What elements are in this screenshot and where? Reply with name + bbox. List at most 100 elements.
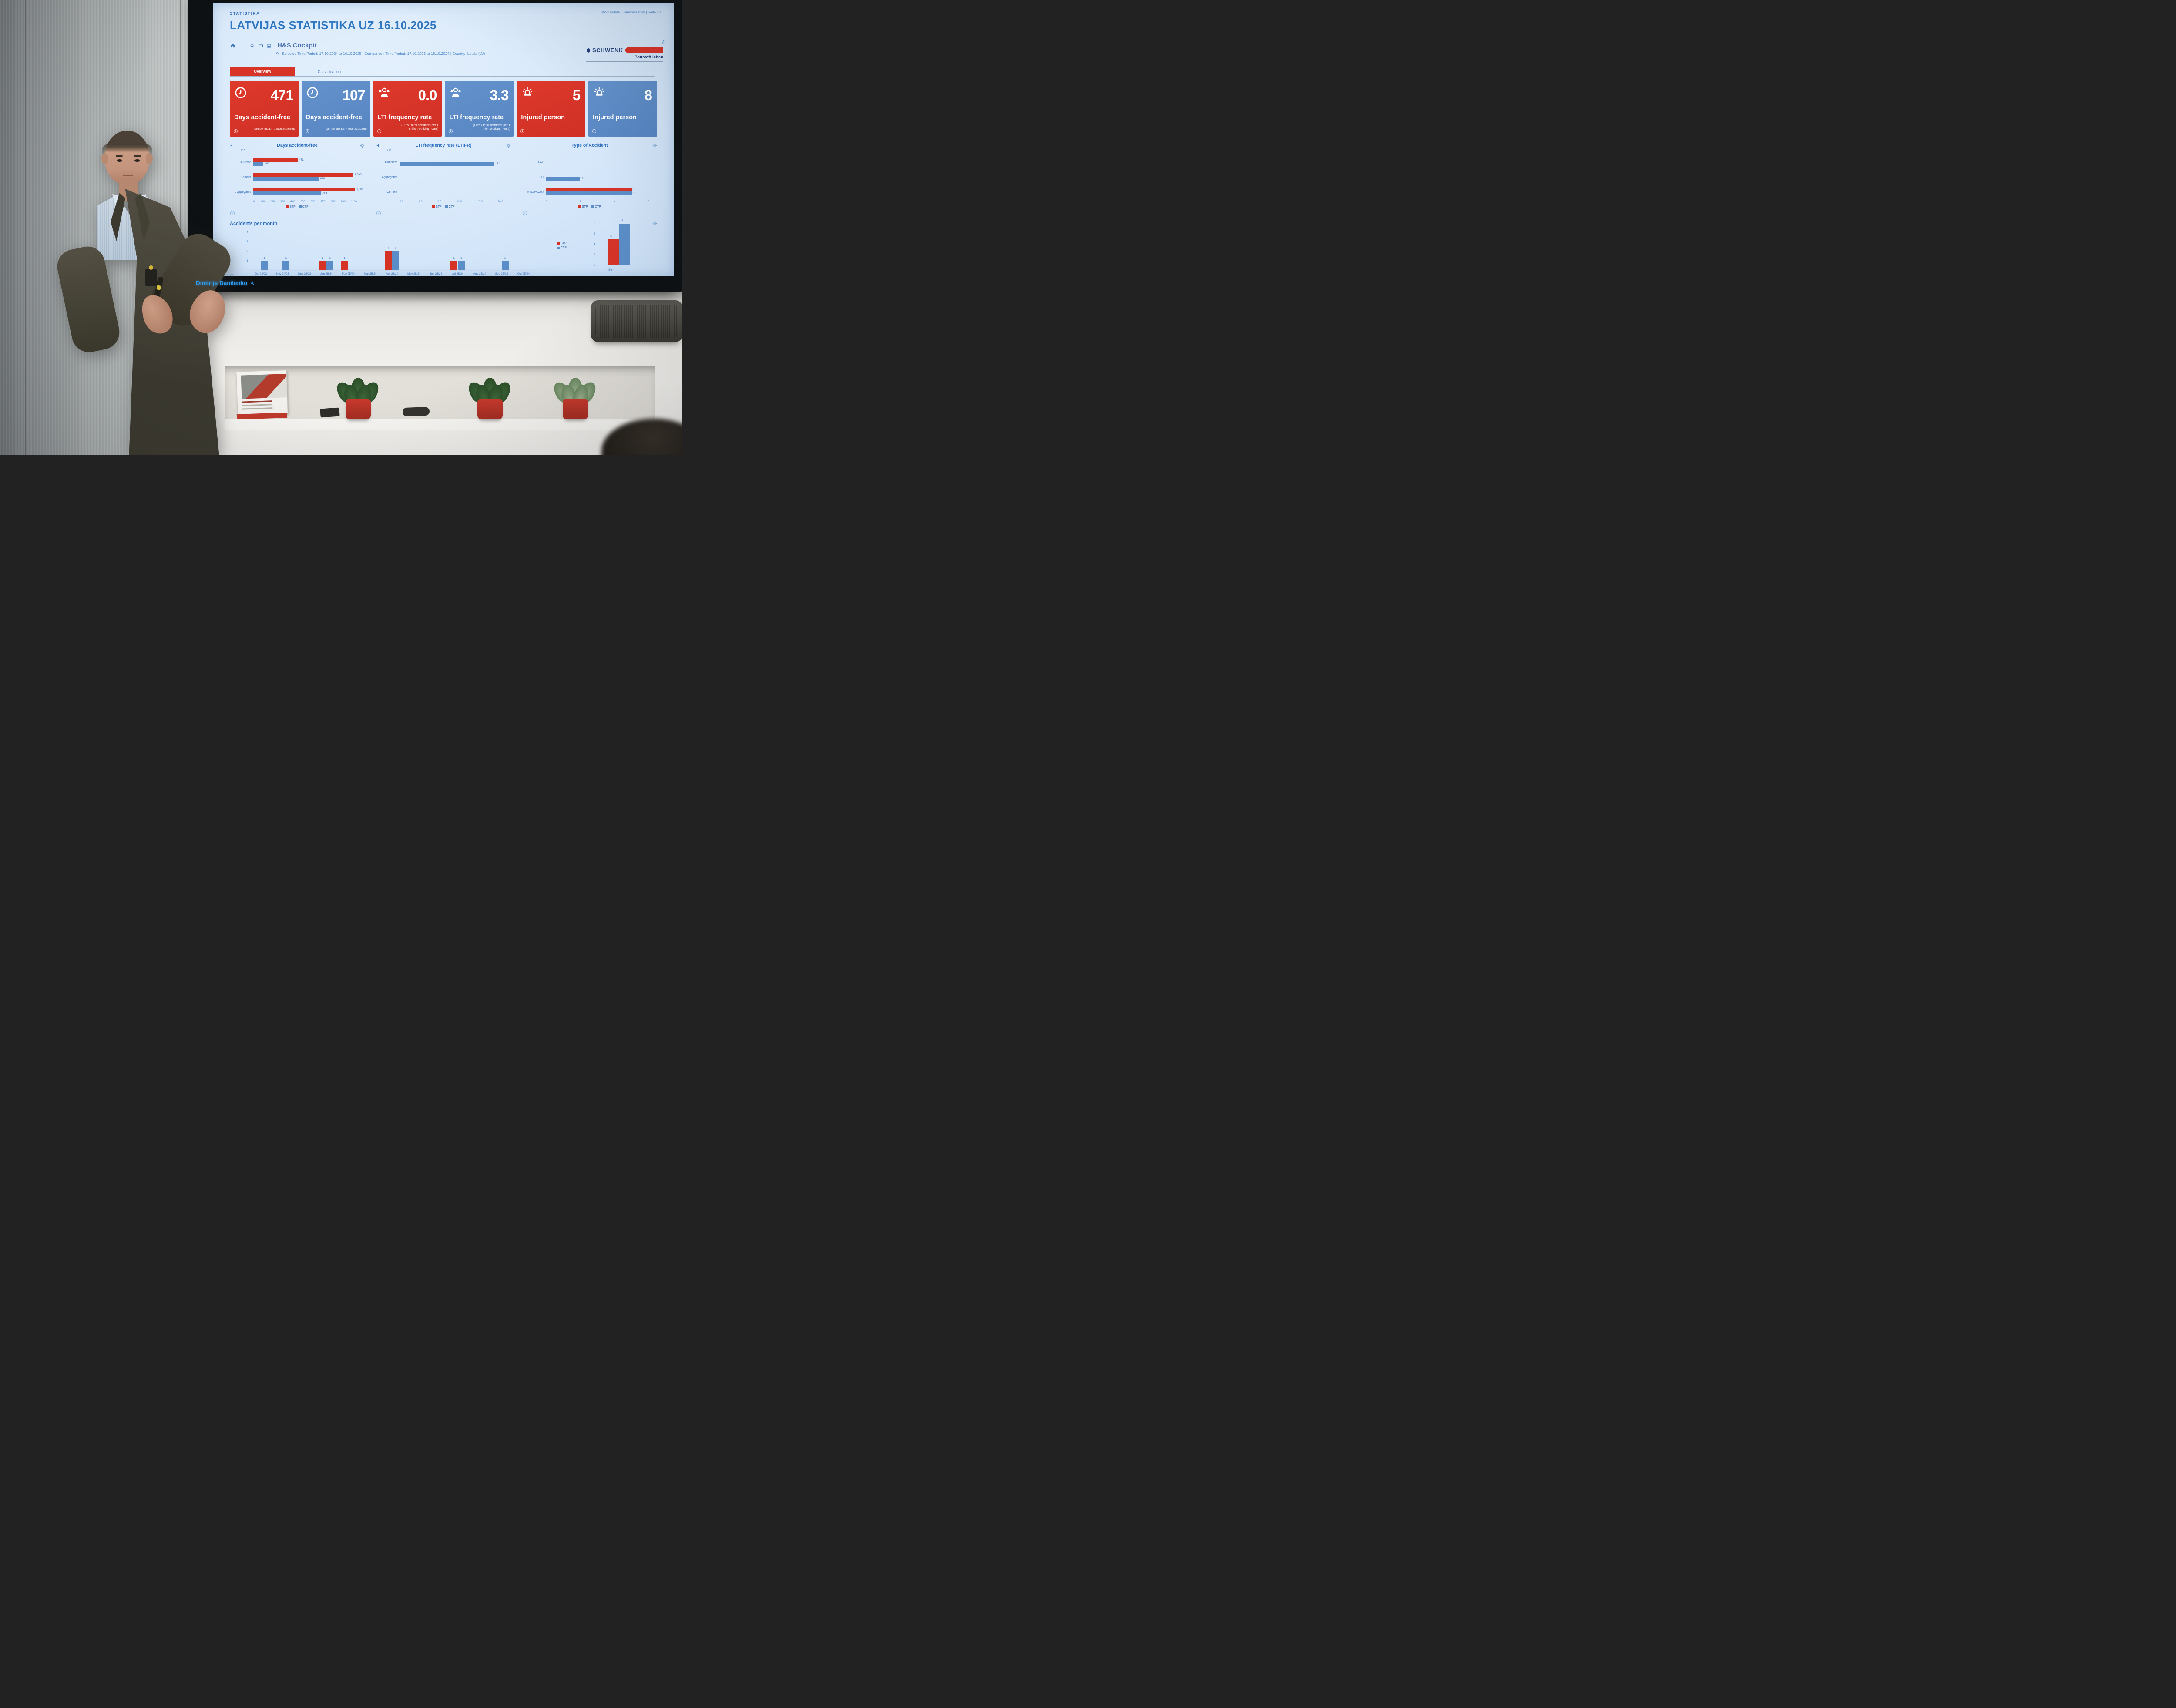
info-icon[interactable] — [520, 129, 525, 134]
bar-ctp[interactable]: 107 — [253, 162, 269, 166]
gear-icon[interactable] — [652, 221, 657, 226]
bar-stp[interactable] — [450, 261, 457, 270]
bar-ctp[interactable] — [619, 224, 630, 265]
chart-panel-ltifr: LTI frequency rate (LTIFR) LV Concrete 18.2… — [376, 143, 511, 216]
save-icon[interactable] — [266, 43, 272, 48]
value-label: 1 — [329, 257, 331, 260]
month-label: Oct 24/23 — [255, 272, 267, 275]
kpi-card-injured-person[interactable]: 8 Injured person — [588, 81, 657, 137]
speaker-icon[interactable] — [376, 143, 381, 148]
axis-tick: 6 — [594, 232, 595, 235]
info-icon[interactable] — [305, 129, 310, 134]
axis-tick: 0.0 — [400, 200, 403, 203]
potted-plant — [333, 371, 383, 419]
bar-stp[interactable]: 5 — [546, 188, 635, 191]
bar-group — [400, 170, 511, 185]
clock-icon — [306, 86, 319, 99]
bar-ctp[interactable]: 2 — [546, 177, 583, 181]
bar-fill — [546, 177, 581, 181]
month-group — [294, 229, 316, 270]
month-group — [425, 229, 447, 270]
bar-group: 18.2 — [400, 155, 511, 170]
bar-fill — [253, 177, 319, 181]
value-label: 107 — [265, 162, 269, 165]
bar-stp[interactable] — [341, 261, 348, 270]
tv-screen: STATISTIKA LATVIJAS STATISTIKA UZ 16.10.… — [213, 3, 674, 276]
glasses-case — [402, 406, 430, 417]
value-label: 1,082 — [356, 188, 364, 191]
info-icon[interactable] — [592, 129, 597, 134]
brand-name: SCHWENK — [592, 47, 623, 54]
value-label: 5 — [633, 188, 635, 191]
bar-ctp[interactable] — [261, 261, 268, 270]
brand-flag — [624, 47, 663, 53]
bar-ctp[interactable] — [457, 261, 465, 270]
bar-ctp[interactable] — [501, 261, 509, 270]
kpi-card-days-accident-free[interactable]: 107 Days accident-free (Since last LTI / f… — [301, 81, 370, 137]
month-label: Nov 24/23 — [276, 272, 289, 275]
legend-item-ctp: CTP — [445, 205, 455, 208]
bar-stp[interactable] — [608, 239, 619, 265]
bar-ctp[interactable] — [282, 261, 290, 270]
month-labels: Oct 24/23 Nov 24/23 Dec 24/23 Jan 25/24 Feb … — [250, 272, 534, 275]
gear-icon[interactable] — [506, 143, 511, 148]
bar-ctp[interactable] — [392, 251, 400, 270]
info-icon[interactable] — [376, 211, 381, 216]
bar-stp[interactable]: 471 — [253, 158, 304, 162]
legend-swatch — [557, 242, 560, 245]
axis-tick: 16.0 — [477, 200, 483, 203]
axis-tick: 20.0 — [497, 200, 503, 203]
bar-stp[interactable] — [385, 251, 392, 270]
axis-tick: 440 — [290, 200, 295, 203]
filter-bar[interactable]: Selected Time Period: 17.10.2024 to 16.1… — [275, 51, 665, 56]
presenter-person — [12, 104, 237, 455]
info-icon[interactable] — [522, 211, 527, 216]
gear-icon[interactable] — [360, 143, 365, 148]
info-icon[interactable] — [230, 211, 235, 216]
wall-seam — [25, 0, 26, 455]
bar-ctp[interactable]: 718 — [253, 191, 327, 195]
group-icon — [449, 86, 462, 99]
legend-swatch — [591, 205, 594, 208]
kpi-label: Injured person — [593, 114, 637, 121]
kpi-card-lti-frequency-rate[interactable]: 3.3 LTI frequency rate (LTI's / fatal acci… — [445, 81, 514, 137]
category-label: FAT — [538, 161, 544, 164]
tab-classification[interactable]: Classification — [318, 70, 341, 74]
chart-title: LTI frequency rate (LTIFR) — [415, 143, 472, 148]
bar-ctp[interactable]: 18.2 — [400, 162, 500, 166]
bar-ctp[interactable]: 5 — [546, 191, 635, 195]
search-icon[interactable] — [250, 43, 255, 48]
info-icon[interactable] — [377, 129, 382, 134]
gear-icon[interactable] — [652, 143, 657, 148]
bar-fill — [253, 173, 353, 177]
axis-tick: 4 — [246, 231, 248, 234]
info-icon[interactable] — [448, 129, 453, 134]
bar-stp[interactable]: 1,060 — [253, 173, 362, 177]
bar-ctp[interactable] — [326, 261, 334, 270]
bar-fill — [400, 162, 494, 166]
export-icon[interactable] — [662, 40, 666, 44]
folder-icon[interactable] — [258, 43, 263, 48]
bar-stp[interactable] — [319, 261, 326, 270]
home-icon[interactable] — [230, 43, 236, 49]
bar-group: 2 — [546, 170, 657, 185]
mic-muted-icon — [250, 281, 255, 285]
category-label: Cement — [240, 175, 251, 179]
bar-fill — [253, 158, 298, 162]
bar-stp[interactable]: 1,082 — [253, 188, 363, 191]
legend-swatch — [557, 246, 560, 249]
kpi-card-days-accident-free[interactable]: 471 Days accident-free (Since last LTI / f… — [230, 81, 299, 137]
speaker-icon[interactable] — [230, 143, 235, 148]
kpi-label: Days accident-free — [306, 114, 362, 121]
month-label: Jul 25/24 — [452, 272, 464, 275]
chart-rows: FAT LTI 2 MTC/FAC(s) 5 5 — [522, 155, 657, 199]
tab-overview[interactable]: Overview — [230, 67, 295, 76]
bar-ctp[interactable]: 696 — [253, 177, 325, 181]
info-icon[interactable] — [233, 129, 238, 134]
kpi-card-injured-person[interactable]: 5 Injured person — [517, 81, 586, 137]
value-label: 1 — [453, 257, 455, 260]
month-label: Oct 25/24 — [517, 272, 530, 275]
info-icon[interactable] — [230, 274, 235, 276]
kpi-card-lti-frequency-rate[interactable]: 0.0 LTI frequency rate (LTI's / fatal acci… — [373, 81, 442, 137]
